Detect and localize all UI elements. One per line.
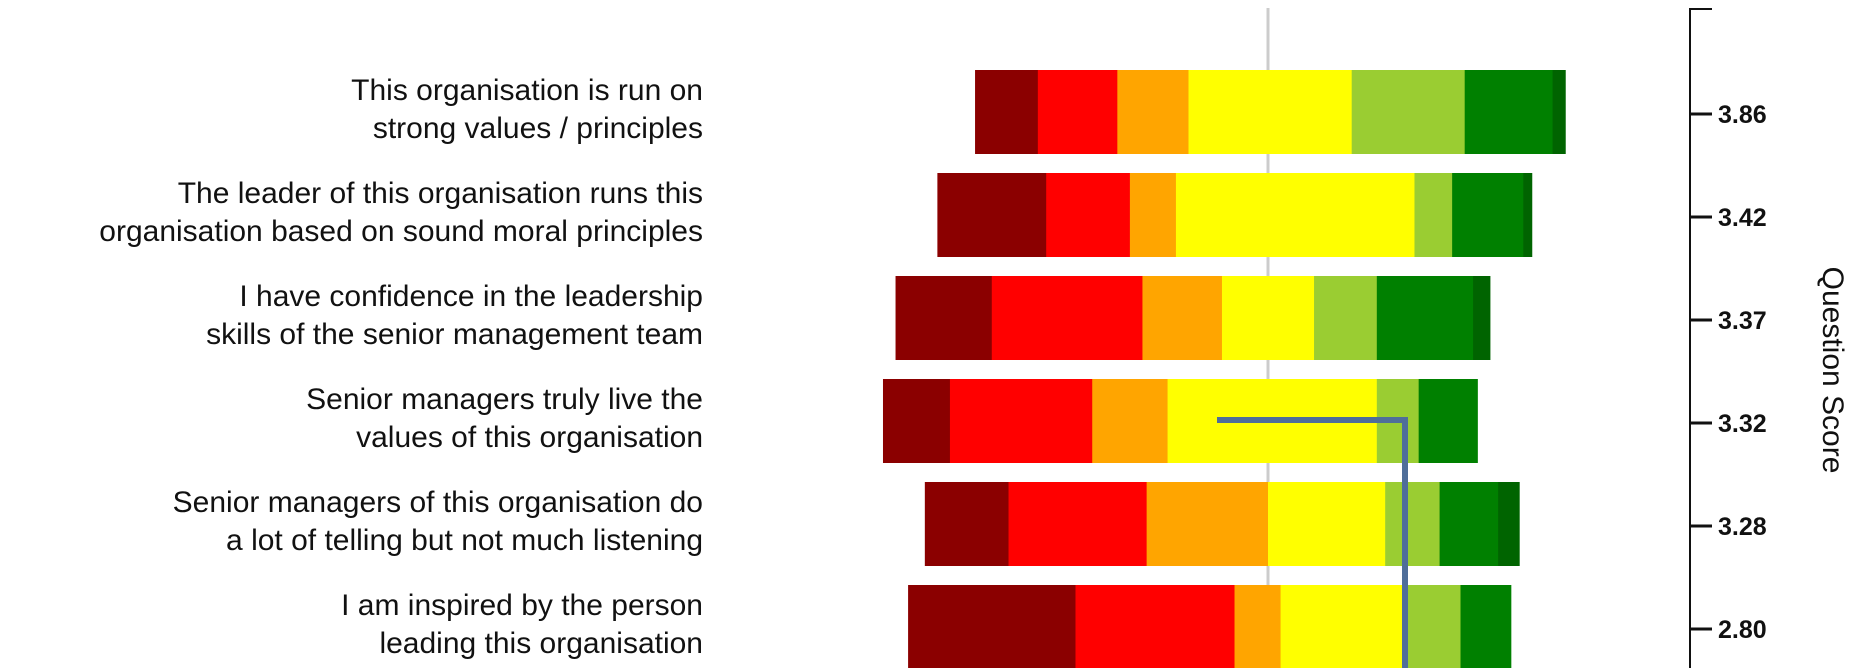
bar-segment-6-6: [1460, 585, 1512, 668]
question-label-line: skills of the senior management team: [206, 318, 703, 351]
score-marker-line: [1217, 417, 1408, 668]
bar-segment-6-1: [908, 585, 1077, 668]
bar-segment-4-2: [949, 379, 1093, 463]
bar-segment-1-5: [1351, 70, 1466, 154]
bar-segment-2-7: [1523, 173, 1533, 257]
question-label-line: a lot of telling but not much listening: [226, 524, 703, 557]
bar-segment-2-5: [1414, 173, 1453, 257]
score-label-1: 3.86: [1718, 101, 1767, 129]
bar-segment-3-6: [1376, 276, 1474, 360]
question-labels-layer: This organisation is run on strong values…: [99, 74, 703, 660]
question-label-1: This organisation is run on strong values…: [351, 74, 703, 145]
question-label-line: organisation based on sound moral princi…: [99, 215, 703, 248]
bar-segment-5-6: [1439, 482, 1499, 566]
score-label-4: 3.32: [1718, 410, 1767, 438]
bar-segment-4-1: [882, 379, 951, 463]
bar-segment-3-2: [991, 276, 1144, 360]
bar-segment-5-5: [1385, 482, 1441, 566]
score-marker-layer: [1217, 417, 1408, 668]
bar-segment-1-3: [1117, 70, 1190, 154]
question-label-line: I have confidence in the leadership: [239, 280, 703, 313]
bar-segment-1-2: [1037, 70, 1118, 154]
question-label-5: Senior managers of this organisation do a…: [173, 486, 703, 557]
question-label-line: Senior managers truly live the: [306, 383, 703, 416]
question-label-6: I am inspired by the person leading this …: [341, 589, 703, 660]
score-label-3: 3.37: [1718, 307, 1767, 335]
question-label-line: leading this organisation: [379, 627, 703, 660]
bar-segment-2-4: [1175, 173, 1416, 257]
bar-segment-6-3: [1234, 585, 1282, 668]
bar-segment-5-1: [924, 482, 1010, 566]
bar-segment-2-1: [937, 173, 1047, 257]
bar-segment-5-7: [1498, 482, 1520, 566]
bar-segment-6-2: [1075, 585, 1236, 668]
bar-segment-3-7: [1473, 276, 1491, 360]
bars-layer: [882, 70, 1566, 668]
bar-segment-1-6: [1464, 70, 1554, 154]
score-label-6: 2.80: [1718, 616, 1767, 644]
bar-segment-3-5: [1314, 276, 1378, 360]
bar-segment-6-4: [1280, 585, 1407, 668]
bar-segment-2-2: [1046, 173, 1131, 257]
bar-segment-3-3: [1142, 276, 1223, 360]
question-label-line: I am inspired by the person: [341, 589, 703, 622]
bar-segment-4-3: [1092, 379, 1169, 463]
bar-segment-2-3: [1129, 173, 1177, 257]
bar-segment-5-2: [1008, 482, 1148, 566]
bar-segment-3-1: [895, 276, 993, 360]
question-label-line: This organisation is run on: [351, 74, 703, 107]
question-label-3: I have confidence in the leadership skill…: [206, 280, 703, 351]
score-label-2: 3.42: [1718, 204, 1767, 232]
question-label-line: The leader of this organisation runs thi…: [178, 177, 703, 210]
right-axis-title: Question Score: [1816, 267, 1849, 474]
question-label-2: The leader of this organisation runs thi…: [99, 177, 703, 248]
bar-segment-1-1: [975, 70, 1039, 154]
right-score-axis: 3.86 3.42 3.37 3.32 3.28 2.80: [1689, 8, 1767, 668]
bar-segment-5-4: [1268, 482, 1386, 566]
bar-segment-1-4: [1188, 70, 1353, 154]
bar-segment-5-3: [1146, 482, 1269, 566]
question-label-line: Senior managers of this organisation do: [173, 486, 703, 519]
question-label-line: values of this organisation: [356, 421, 703, 454]
bar-segment-6-5: [1406, 585, 1462, 668]
bar-segment-4-6: [1418, 379, 1478, 463]
bar-segment-1-7: [1552, 70, 1566, 154]
question-label-line: strong values / principles: [373, 112, 703, 145]
bar-segment-2-6: [1452, 173, 1524, 257]
score-label-5: 3.28: [1718, 513, 1767, 541]
bar-segment-3-4: [1221, 276, 1315, 360]
question-label-4: Senior managers truly live the values of …: [306, 383, 703, 454]
